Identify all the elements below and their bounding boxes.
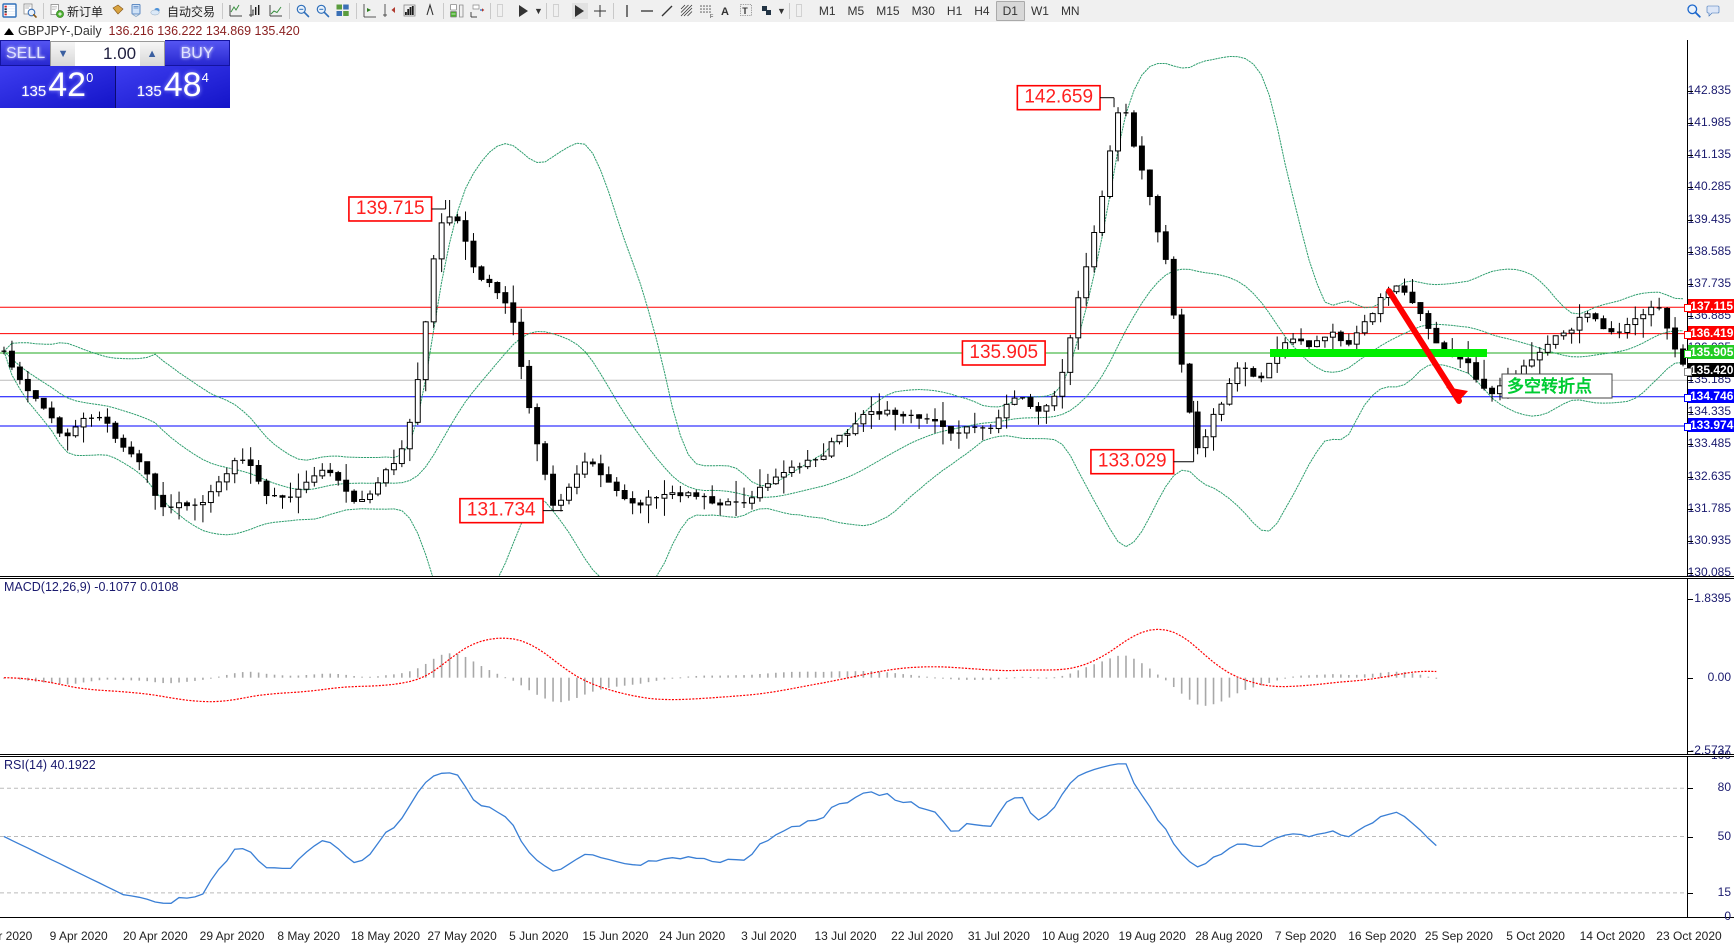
svg-text:142.659: 142.659 (1024, 87, 1093, 108)
svg-text:133.029: 133.029 (1098, 451, 1167, 472)
svg-text:F: F (710, 14, 714, 19)
svg-text:135.905: 135.905 (969, 342, 1038, 363)
svg-text:131.734: 131.734 (467, 500, 536, 521)
svg-text:T: T (742, 6, 748, 16)
svg-text:139.715: 139.715 (356, 198, 425, 219)
svg-text:A: A (721, 6, 729, 18)
svg-text:多空转折点: 多空转折点 (1507, 376, 1592, 396)
